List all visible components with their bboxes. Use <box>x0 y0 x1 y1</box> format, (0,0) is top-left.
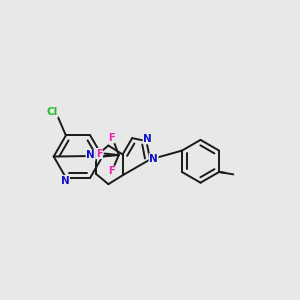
Text: Cl: Cl <box>46 107 58 117</box>
Text: N: N <box>61 176 69 186</box>
Text: F: F <box>96 148 103 159</box>
Text: N: N <box>86 150 95 160</box>
Text: N: N <box>149 154 158 164</box>
Text: F: F <box>108 133 114 143</box>
Text: N: N <box>143 134 152 144</box>
Text: F: F <box>108 166 114 176</box>
